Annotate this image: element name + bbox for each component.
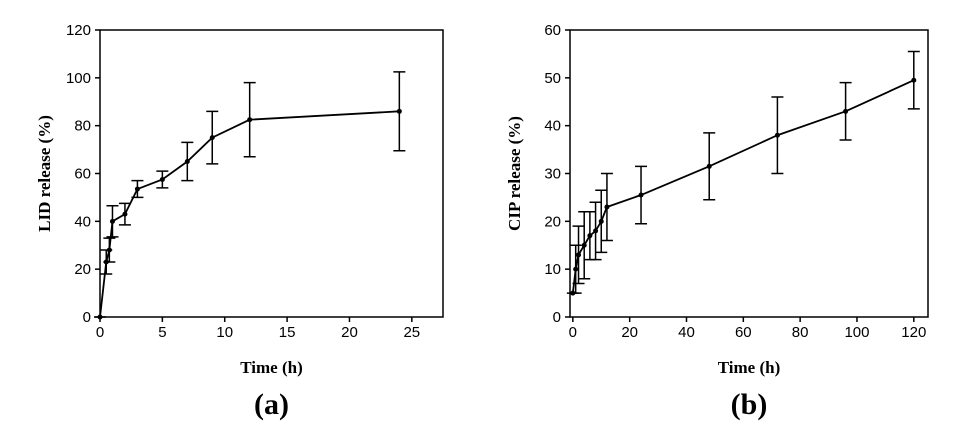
plot-frame	[99, 29, 444, 318]
data-point	[581, 242, 587, 248]
data-point	[159, 176, 165, 182]
y-tick-label: 40	[544, 118, 561, 135]
x-tick-label: 0	[569, 324, 577, 341]
x-tick-label: 15	[279, 324, 296, 341]
y-tick-label: 120	[66, 22, 91, 39]
x-axis-label: Time (h)	[240, 358, 303, 377]
data-point	[106, 247, 112, 253]
y-tick-label: 80	[74, 118, 91, 135]
x-tick-label: 100	[844, 324, 869, 341]
x-tick-label: 5	[158, 324, 166, 341]
data-point	[209, 135, 215, 141]
panel-label: (b)	[731, 388, 768, 421]
y-tick-label: 0	[83, 309, 91, 326]
data-line	[571, 79, 915, 294]
x-tick-label: 20	[341, 324, 358, 341]
data-point	[109, 218, 115, 224]
x-tick-label: 20	[621, 324, 638, 341]
data-point	[247, 117, 253, 123]
y-axis-label: CIP release (%)	[505, 116, 524, 231]
panel-label: (a)	[254, 388, 289, 421]
data-point	[576, 252, 582, 258]
y-tick-label: 30	[544, 166, 561, 183]
data-point	[97, 314, 103, 320]
y-tick-label: 50	[544, 70, 561, 87]
x-tick-label: 80	[792, 324, 809, 341]
y-axis-label: LID release (%)	[35, 115, 54, 232]
data-point	[706, 163, 712, 169]
plot-frame	[569, 29, 929, 318]
data-point	[587, 233, 593, 239]
data-point	[184, 159, 190, 165]
data-point	[843, 108, 849, 114]
data-point	[396, 108, 402, 114]
y-tick-label: 20	[544, 213, 561, 230]
data-point	[598, 218, 604, 224]
x-tick-label: 0	[96, 324, 104, 341]
data-point	[638, 192, 644, 198]
data-point	[774, 132, 780, 138]
data-point	[593, 228, 599, 234]
x-tick-label: 25	[403, 324, 420, 341]
x-tick-label: 60	[735, 324, 752, 341]
x-tick-label: 120	[901, 324, 926, 341]
x-axis-label: Time (h)	[718, 358, 781, 377]
y-tick-label: 10	[544, 261, 561, 278]
x-tick-label: 40	[678, 324, 695, 341]
data-point	[134, 186, 140, 192]
data-point	[911, 77, 917, 83]
y-tick-label: 100	[66, 70, 91, 87]
y-tick-label: 20	[74, 261, 91, 278]
data-point	[122, 211, 128, 217]
y-tick-label: 60	[544, 22, 561, 39]
data-point	[573, 266, 579, 272]
y-tick-label: 0	[553, 309, 561, 326]
data-point	[604, 204, 610, 210]
x-tick-label: 10	[216, 324, 233, 341]
y-tick-label: 40	[74, 213, 91, 230]
y-tick-label: 60	[74, 166, 91, 183]
